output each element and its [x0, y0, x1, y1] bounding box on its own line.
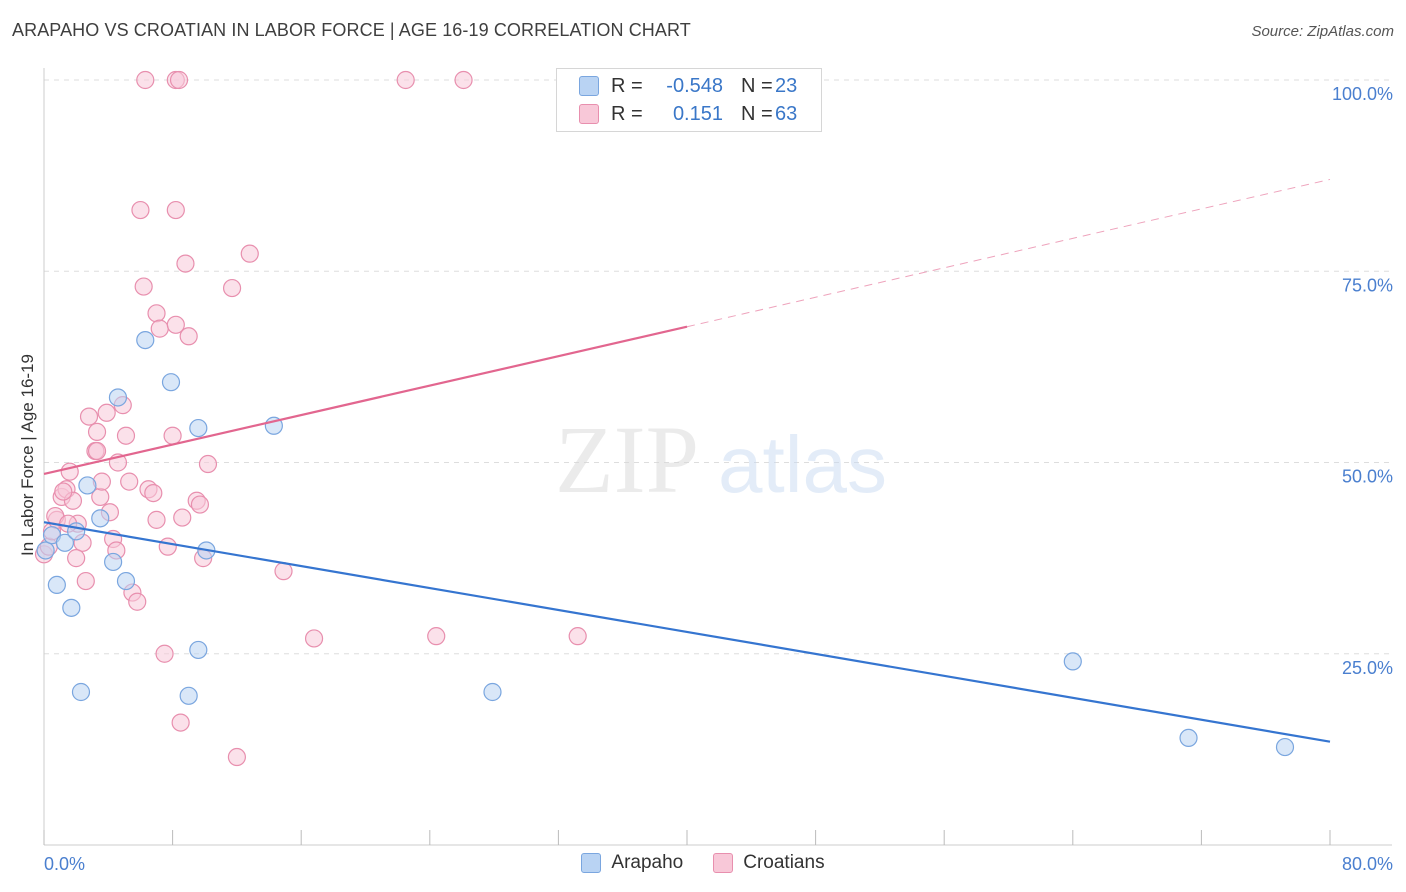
croatian-point	[147, 510, 166, 529]
croatian-point	[136, 70, 155, 90]
n-label: N =	[741, 102, 773, 125]
watermark-zip: ZIP	[555, 406, 699, 513]
croatian-point	[134, 277, 153, 296]
arapaho-point	[179, 686, 198, 705]
croatian-point	[222, 278, 242, 298]
croatian-trend-line	[43, 325, 688, 476]
data-points	[34, 70, 1295, 767]
croatian-point	[240, 244, 259, 263]
watermark: ZIP atlas	[555, 406, 887, 513]
croatian-point	[176, 254, 195, 273]
r-value: -0.548	[666, 74, 723, 97]
croatian-point	[166, 200, 185, 220]
r-label: R =	[611, 74, 643, 97]
arapaho-point	[55, 533, 74, 552]
croatian-point	[427, 627, 446, 646]
croatian-trend-line-extension	[686, 178, 1331, 328]
tick-labels: 25.0% 50.0% 75.0% 100.0% 0.0% 80.0%	[44, 84, 1393, 874]
n-label: N =	[741, 74, 773, 97]
arapaho-point	[104, 552, 123, 572]
legend-item-arapaho[interactable]: Arapaho	[581, 852, 683, 874]
arapaho-point	[71, 682, 91, 702]
croatian-point	[87, 441, 107, 461]
axes	[43, 68, 1392, 846]
x-tick-label: 0.0%	[44, 854, 85, 874]
croatians-swatch	[579, 104, 599, 124]
arapaho-point	[136, 331, 155, 350]
croatian-point	[128, 592, 147, 611]
croatian-point	[163, 426, 182, 445]
arapaho-point	[483, 682, 502, 702]
croatian-point	[304, 629, 324, 648]
n-value: 23	[775, 74, 798, 97]
croatian-point	[144, 484, 163, 503]
arapaho-point	[1179, 728, 1198, 748]
croatian-point	[396, 70, 415, 90]
arapaho-point	[36, 541, 55, 560]
croatian-point	[97, 403, 116, 422]
correlation-legend: R = -0.548 N = 23 R = 0.151 N = 63	[556, 68, 822, 132]
legend-label-arapaho: Arapaho	[611, 852, 684, 873]
croatian-point	[166, 315, 185, 334]
r-label: R =	[611, 102, 643, 125]
y-tick-label: 25.0%	[1342, 658, 1393, 678]
croatian-point	[87, 422, 107, 441]
croatian-point	[227, 747, 246, 767]
r-value: 0.151	[672, 102, 723, 125]
croatian-point	[150, 319, 169, 338]
croatian-point	[120, 472, 139, 491]
croatian-point	[454, 70, 473, 90]
arapaho-swatch	[581, 853, 602, 873]
arapaho-point	[1063, 652, 1082, 671]
y-tick-label: 50.0%	[1342, 467, 1393, 487]
croatian-point	[173, 508, 192, 527]
croatian-point	[198, 454, 218, 474]
croatian-point	[131, 200, 150, 220]
croatian-point	[79, 407, 99, 426]
croatian-point	[190, 495, 210, 514]
arapaho-point	[108, 388, 128, 407]
arapaho-trend-line	[43, 521, 1331, 743]
y-tick-label: 75.0%	[1342, 275, 1393, 295]
x-tick-label: 80.0%	[1342, 854, 1393, 874]
trend-lines	[43, 178, 1331, 743]
croatian-point	[171, 713, 190, 732]
croatian-point	[116, 426, 136, 445]
arapaho-point	[62, 598, 81, 617]
source-credit: Source: ZipAtlas.com	[1251, 23, 1394, 40]
y-tick-label: 100.0%	[1332, 84, 1393, 104]
croatian-point	[169, 70, 189, 90]
arapaho-point	[67, 522, 86, 541]
arapaho-point	[161, 373, 181, 392]
legend-row-arapaho: R = -0.548 N = 23	[579, 72, 797, 100]
legend-row-croatians: R = 0.151 N = 63	[579, 100, 797, 128]
croatian-point	[147, 304, 166, 323]
legend-label-croatians: Croatians	[743, 852, 825, 873]
arapaho-point	[91, 509, 110, 528]
croatian-point	[568, 627, 587, 646]
croatian-point	[67, 549, 86, 568]
gridlines	[44, 79, 1392, 655]
watermark-atlas: atlas	[718, 420, 887, 509]
croatian-point	[76, 571, 95, 591]
n-value: 63	[775, 102, 798, 125]
arapaho-point	[116, 571, 136, 591]
arapaho-point	[47, 575, 66, 595]
arapaho-point	[1275, 737, 1295, 757]
arapaho-point	[189, 418, 208, 438]
arapaho-point	[189, 640, 208, 660]
legend-item-croatians[interactable]: Croatians	[713, 852, 825, 874]
croatian-point	[179, 327, 198, 346]
series-legend: Arapaho Croatians	[0, 852, 1406, 874]
croatians-swatch	[713, 853, 734, 873]
chart-title: ARAPAHO VS CROATIAN IN LABOR FORCE | AGE…	[12, 20, 691, 40]
arapaho-point	[78, 476, 97, 495]
croatian-point	[158, 537, 177, 556]
croatian-point	[54, 482, 73, 501]
arapaho-swatch	[579, 76, 599, 96]
croatian-point	[155, 644, 174, 663]
